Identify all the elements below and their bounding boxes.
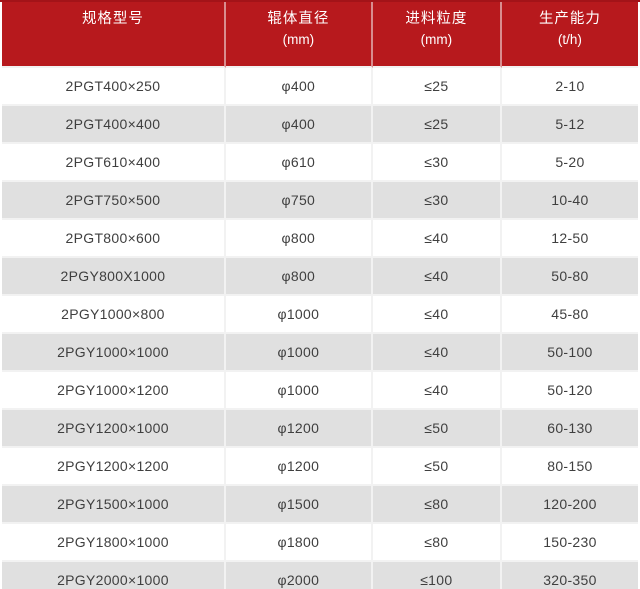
capacity-cell: 320-350 <box>501 562 638 589</box>
spec-model-cell: 2PGY1000×1200 <box>2 372 226 410</box>
feed-size-cell: ≤80 <box>372 486 502 524</box>
feed-size-cell: ≤40 <box>372 258 502 296</box>
feed-size-cell: ≤25 <box>372 106 502 144</box>
spec-model-cell: 2PGY2000×1000 <box>2 562 226 589</box>
roller-diameter-cell: φ400 <box>225 68 373 106</box>
roller-diameter-cell: φ1000 <box>225 372 373 410</box>
roller-diameter-cell: φ800 <box>225 258 373 296</box>
column-header-title: 进料粒度 <box>405 11 468 27</box>
column-header-feed-size: 进料粒度 (mm) <box>372 2 502 68</box>
table-row: 2PGT800×600 φ800 ≤40 12-50 <box>2 220 638 258</box>
capacity-cell: 50-80 <box>501 258 638 296</box>
column-header-title: 规格型号 <box>81 11 144 27</box>
capacity-cell: 10-40 <box>501 182 638 220</box>
feed-size-cell: ≤80 <box>372 524 502 562</box>
table-row: 2PGY2000×1000 φ2000 ≤100 320-350 <box>2 562 638 589</box>
spec-model-cell: 2PGY1800×1000 <box>2 524 226 562</box>
roller-diameter-cell: φ1800 <box>225 524 373 562</box>
spec-model-cell: 2PGT750×500 <box>2 182 226 220</box>
table-row: 2PGY1000×1000 φ1000 ≤40 50-100 <box>2 334 638 372</box>
capacity-cell: 60-130 <box>501 410 638 448</box>
spec-model-cell: 2PGT400×250 <box>2 68 226 106</box>
roller-diameter-cell: φ400 <box>225 106 373 144</box>
column-header-unit: (mm) <box>420 32 453 47</box>
spec-model-cell: 2PGY1200×1200 <box>2 448 226 486</box>
table-row: 2PGY1500×1000 φ1500 ≤80 120-200 <box>2 486 638 524</box>
spec-model-cell: 2PGY800X1000 <box>2 258 226 296</box>
feed-size-cell: ≤50 <box>372 410 502 448</box>
spec-model-cell: 2PGT400×400 <box>2 106 226 144</box>
capacity-cell: 5-12 <box>501 106 638 144</box>
table-row: 2PGY1200×1000 φ1200 ≤50 60-130 <box>2 410 638 448</box>
table-row: 2PGY1000×1200 φ1000 ≤40 50-120 <box>2 372 638 410</box>
spec-model-cell: 2PGY1000×800 <box>2 296 226 334</box>
table-body: 2PGT400×250 φ400 ≤25 2-10 2PGT400×400 φ400 ≤25… <box>2 68 638 589</box>
table-row: 2PGY1000×800 φ1000 ≤40 45-80 <box>2 296 638 334</box>
capacity-cell: 50-120 <box>501 372 638 410</box>
roller-diameter-cell: φ1200 <box>225 410 373 448</box>
column-header-unit <box>4 30 222 50</box>
capacity-cell: 120-200 <box>501 486 638 524</box>
feed-size-cell: ≤40 <box>372 334 502 372</box>
column-header-roller-diameter: 辊体直径 (mm) <box>225 2 373 68</box>
roller-diameter-cell: φ1000 <box>225 334 373 372</box>
feed-size-cell: ≤30 <box>372 182 502 220</box>
table-row: 2PGY1800×1000 φ1800 ≤80 150-230 <box>2 524 638 562</box>
capacity-cell: 50-100 <box>501 334 638 372</box>
spec-model-cell: 2PGY1200×1000 <box>2 410 226 448</box>
roller-diameter-cell: φ800 <box>225 220 373 258</box>
spec-model-cell: 2PGY1000×1000 <box>2 334 226 372</box>
capacity-cell: 45-80 <box>501 296 638 334</box>
capacity-cell: 80-150 <box>501 448 638 486</box>
column-header-capacity: 生产能力 (t/h) <box>501 2 638 68</box>
feed-size-cell: ≤40 <box>372 220 502 258</box>
column-header-unit: (mm) <box>282 32 315 47</box>
table-header: 规格型号 辊体直径 (mm) 进料粒度 (mm) 生产能力 (t/h) <box>2 2 638 68</box>
capacity-cell: 2-10 <box>501 68 638 106</box>
feed-size-cell: ≤25 <box>372 68 502 106</box>
feed-size-cell: ≤40 <box>372 372 502 410</box>
feed-size-cell: ≤40 <box>372 296 502 334</box>
spec-model-cell: 2PGT800×600 <box>2 220 226 258</box>
table-row: 2PGT750×500 φ750 ≤30 10-40 <box>2 182 638 220</box>
capacity-cell: 12-50 <box>501 220 638 258</box>
capacity-cell: 150-230 <box>501 524 638 562</box>
table-row: 2PGT610×400 φ610 ≤30 5-20 <box>2 144 638 182</box>
feed-size-cell: ≤50 <box>372 448 502 486</box>
capacity-cell: 5-20 <box>501 144 638 182</box>
spec-model-cell: 2PGT610×400 <box>2 144 226 182</box>
roller-diameter-cell: φ750 <box>225 182 373 220</box>
table-row: 2PGY800X1000 φ800 ≤40 50-80 <box>2 258 638 296</box>
header-row: 规格型号 辊体直径 (mm) 进料粒度 (mm) 生产能力 (t/h) <box>2 2 638 68</box>
column-header-title: 生产能力 <box>538 11 601 27</box>
spec-model-cell: 2PGY1500×1000 <box>2 486 226 524</box>
roller-diameter-cell: φ610 <box>225 144 373 182</box>
column-header-title: 辊体直径 <box>267 11 330 27</box>
roller-diameter-cell: φ1500 <box>225 486 373 524</box>
column-header-unit: (t/h) <box>557 32 582 47</box>
feed-size-cell: ≤100 <box>372 562 502 589</box>
column-header-spec-model: 规格型号 <box>2 2 226 68</box>
table-row: 2PGT400×400 φ400 ≤25 5-12 <box>2 106 638 144</box>
table-row: 2PGT400×250 φ400 ≤25 2-10 <box>2 68 638 106</box>
roller-diameter-cell: φ1000 <box>225 296 373 334</box>
roller-diameter-cell: φ1200 <box>225 448 373 486</box>
table-row: 2PGY1200×1200 φ1200 ≤50 80-150 <box>2 448 638 486</box>
roller-diameter-cell: φ2000 <box>225 562 373 589</box>
feed-size-cell: ≤30 <box>372 144 502 182</box>
